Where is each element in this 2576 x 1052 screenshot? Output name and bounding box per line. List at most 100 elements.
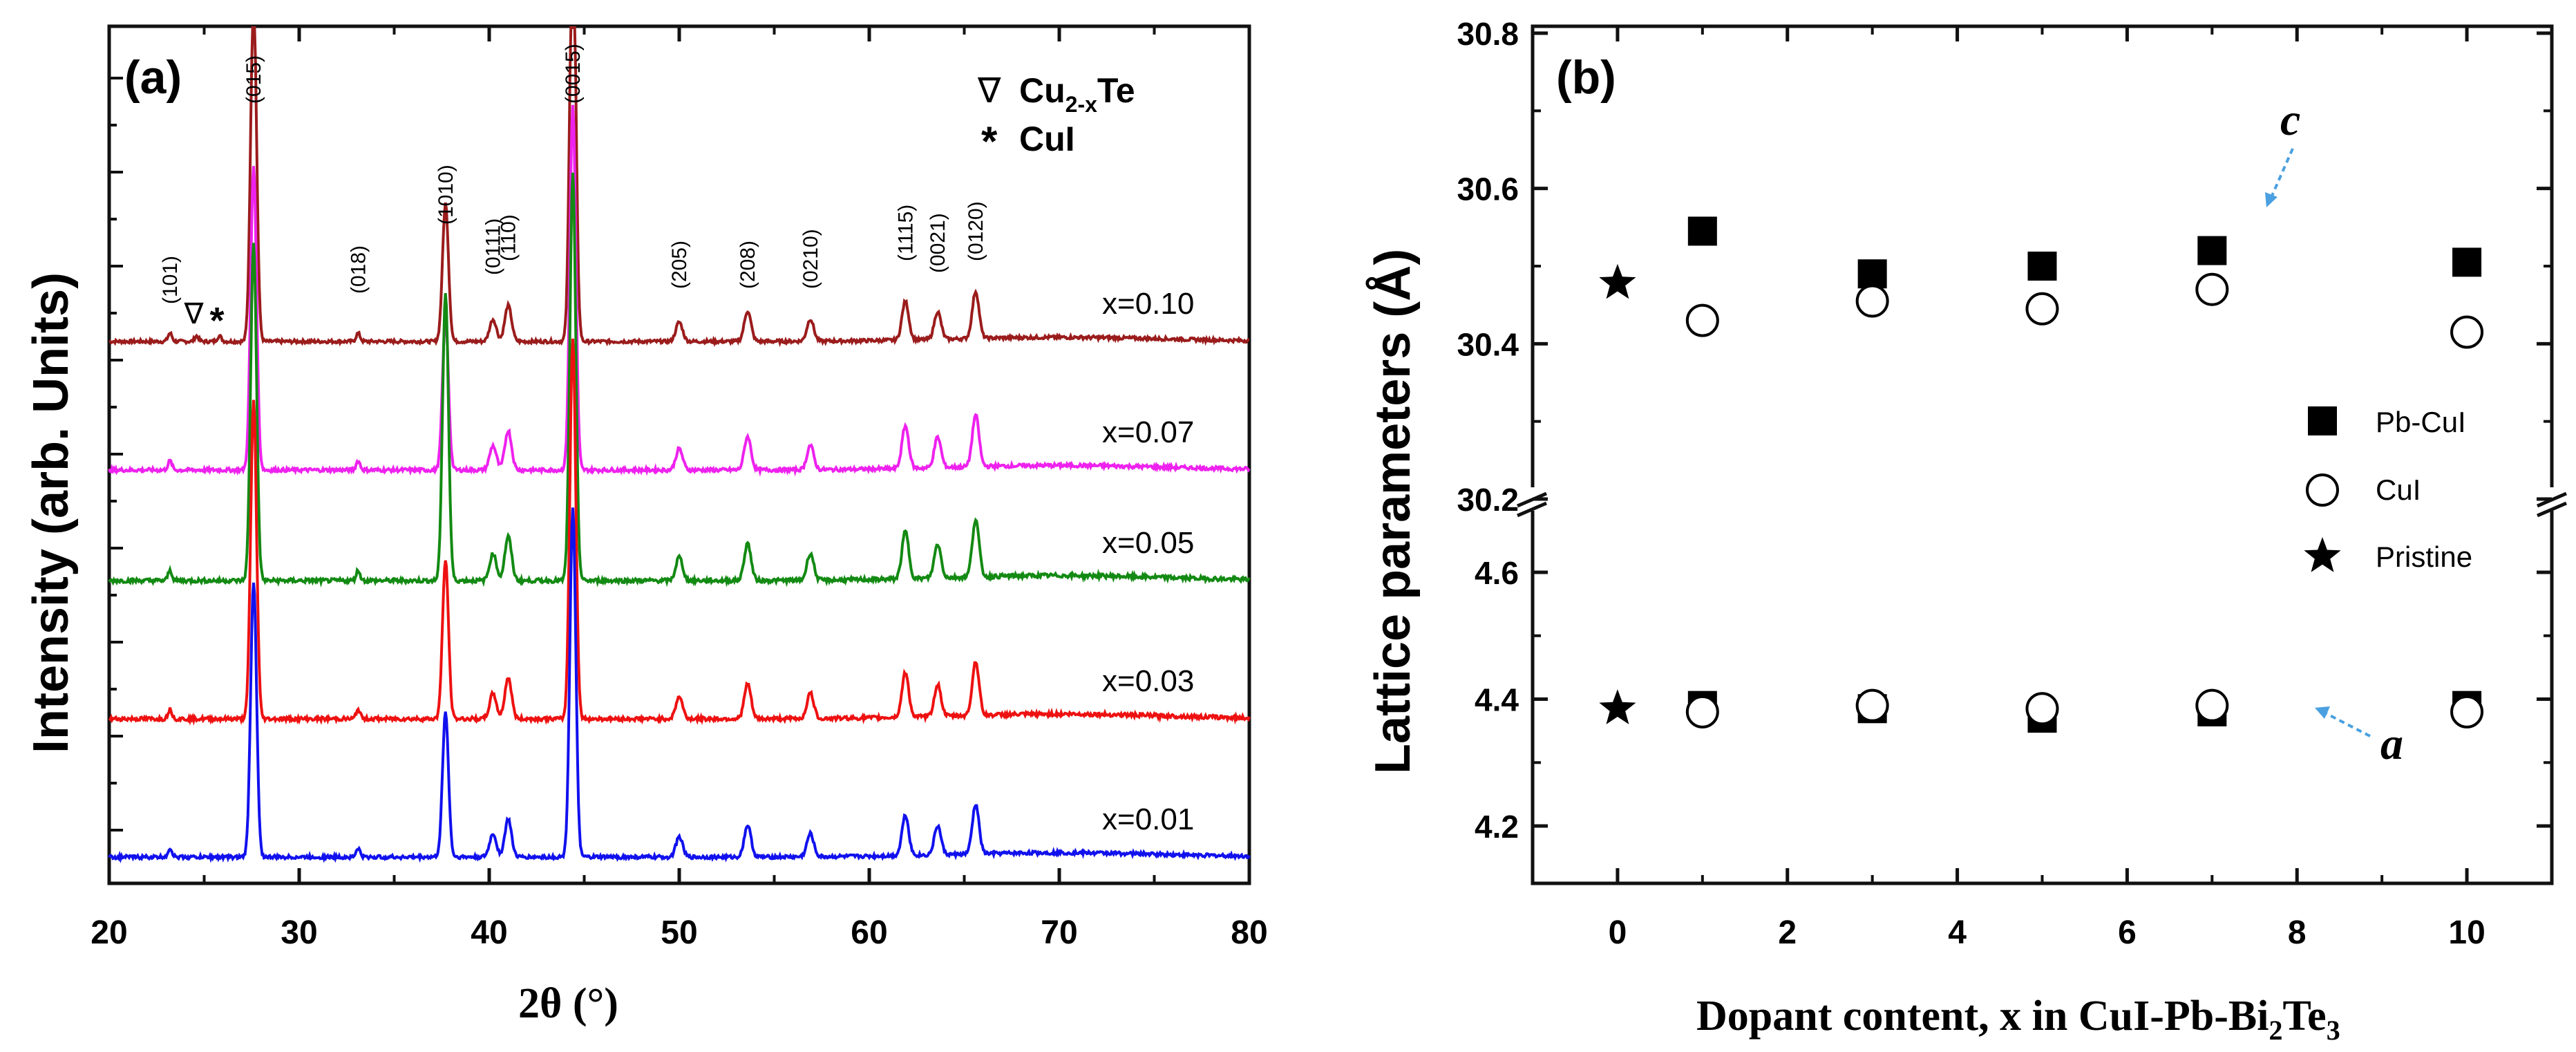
point-cui-a <box>2195 688 2229 722</box>
panel-b-legend: Pb-CuI CuI Pristine <box>2304 406 2472 573</box>
b-y-tick-label: 30.2 <box>1457 482 1519 518</box>
legend-label-cu2xte: Cu2-xTe <box>1019 71 1135 117</box>
axis-break-right-b <box>2537 501 2567 518</box>
panel-a-series <box>108 26 1251 864</box>
point-cui-c <box>1855 284 1889 318</box>
peak-label: (0120) <box>965 201 987 261</box>
point-cui-a <box>1685 695 1719 729</box>
peak-label: (0111) <box>482 218 505 275</box>
b-x-tick-label: 2 <box>1778 914 1797 951</box>
xrd-trace-x=0.01 <box>108 507 1251 864</box>
point-cui-c <box>2450 315 2484 349</box>
point-cui-c <box>2025 292 2059 326</box>
annotation-a-arrowhead <box>2315 706 2330 719</box>
panel-b-ticks: 0 2 4 6 8 10 30.2 30.4 30.6 30.8 4.2 4.4 4.6 <box>1457 16 2552 951</box>
a-x-tick-label: 80 <box>1231 914 1267 951</box>
panel-b-x-axis-title: Dopant content, x in CuI-Pb-Bi2Te3 <box>1696 993 2340 1046</box>
legend-marker-pb-cui <box>2308 406 2337 435</box>
a-x-tick-label: 60 <box>851 914 887 951</box>
legend-label-cui-b: CuI <box>2376 473 2421 506</box>
series-label: x=0.10 <box>1102 287 1194 321</box>
panel-a-series-labels: x=0.10 x=0.07 x=0.05 x=0.03 x=0.01 <box>1102 287 1194 836</box>
xrd-trace-x=0.10 <box>108 26 1250 348</box>
marker-cui: * <box>210 300 225 341</box>
panel-a-frame <box>107 24 1251 885</box>
b-x-tick-label: 0 <box>1609 914 1627 951</box>
legend-symbol-cui: * <box>981 118 998 165</box>
legend-symbol-cu2xte: ∇ <box>977 71 1001 110</box>
legend-marker-pristine <box>2304 537 2341 572</box>
a-x-tick-label: 40 <box>471 914 507 951</box>
legend-marker-cui <box>2306 473 2339 507</box>
peak-label: (1010) <box>435 165 457 225</box>
legend-label-pristine: Pristine <box>2376 541 2472 573</box>
a-x-tick-label: 50 <box>661 914 697 951</box>
point-cui-c <box>1685 303 1719 337</box>
point-cui-a <box>2025 692 2059 726</box>
point-pb-cui-c <box>1687 216 1717 246</box>
panel-a-x-tick-labels: 20 30 40 50 60 70 80 <box>91 914 1267 951</box>
peak-label: (015) <box>243 55 265 104</box>
b-y-tick-label: 4.6 <box>1475 555 1519 591</box>
point-pb-cui-c <box>2452 247 2482 277</box>
point-pb-cui-c <box>2197 236 2227 265</box>
b-y-tick-label: 30.6 <box>1457 171 1519 207</box>
annotation-a: a <box>2380 719 2403 769</box>
b-x-tick-label: 8 <box>2288 914 2307 951</box>
point-pb-cui-c <box>2027 252 2057 281</box>
b-x-tick-label: 6 <box>2118 914 2137 951</box>
series-label: x=0.05 <box>1102 526 1194 560</box>
xrd-trace-x=0.05 <box>108 172 1251 588</box>
panel-a-y-axis-title: Intensity (arb. Units) <box>23 272 79 753</box>
panel-a-x-axis-title: 2θ (°) <box>518 980 618 1027</box>
peak-label: (110) <box>498 214 520 261</box>
peak-label: (1115) <box>894 205 917 261</box>
peak-label: (018) <box>347 245 370 294</box>
b-x-tick-label: 4 <box>1948 914 1967 951</box>
peak-label: (101) <box>159 256 182 304</box>
a-x-tick-label: 30 <box>281 914 317 951</box>
peak-label: (205) <box>668 241 691 289</box>
point-cui-a <box>2450 695 2484 729</box>
point-pristine-c <box>1599 263 1636 299</box>
panel-a-ticks <box>107 26 1251 883</box>
point-cui-a <box>1855 688 1889 722</box>
a-x-tick-label: 20 <box>91 914 127 951</box>
axis-break-left-a <box>1517 491 1547 508</box>
panel-a: (101) (015) (018) (1010) (0111)(110) (0015) (2… <box>23 24 1268 1027</box>
series-label: x=0.03 <box>1102 664 1194 698</box>
peak-label: (0210) <box>799 229 822 289</box>
annotation-a-arrow <box>2322 711 2371 738</box>
panel-a-label: (a) <box>124 51 182 104</box>
b-y-tick-label: 4.4 <box>1475 682 1519 718</box>
a-x-tick-label: 70 <box>1041 914 1077 951</box>
panel-b-points <box>1599 216 2484 733</box>
marker-cu2xte: ∇ <box>184 297 205 330</box>
annotation-c: c <box>2280 95 2300 145</box>
series-label: x=0.01 <box>1102 802 1194 836</box>
legend-label-pb-cui: Pb-CuI <box>2376 406 2466 438</box>
panel-b-y-axis-title: Lattice parameters (Å) <box>1365 249 1421 774</box>
xrd-trace-x=0.03 <box>108 338 1251 726</box>
point-cui-c <box>2195 272 2229 306</box>
panel-b: 0 2 4 6 8 10 30.2 30.4 30.6 30.8 4.2 4.4 4.6 (b) c a… <box>1365 16 2574 1046</box>
legend-label-cui: CuI <box>1019 120 1075 158</box>
panel-a-legend: ∇ Cu2-xTe * CuI <box>977 71 1135 165</box>
b-y-tick-label: 30.4 <box>1457 326 1519 362</box>
b-x-tick-label: 10 <box>2448 914 2485 951</box>
annotation-c-arrow <box>2269 148 2294 201</box>
xrd-trace-x=0.07 <box>108 104 1251 477</box>
b-y-tick-label: 30.8 <box>1457 16 1519 52</box>
series-label: x=0.07 <box>1102 415 1194 449</box>
point-pristine-a <box>1599 689 1636 724</box>
panel-a-peak-labels: (101) (015) (018) (1010) (0111)(110) (0015) (2… <box>159 44 987 341</box>
peak-label: (0015) <box>562 44 585 104</box>
peak-label: (0021) <box>927 213 949 273</box>
peak-label: (208) <box>737 241 759 289</box>
panel-b-label: (b) <box>1556 51 1616 104</box>
point-pb-cui-c <box>1857 259 1887 289</box>
axis-break-left-b <box>1517 501 1547 518</box>
annotation-c-arrowhead <box>2265 192 2277 207</box>
b-y-tick-label: 4.2 <box>1475 809 1519 845</box>
